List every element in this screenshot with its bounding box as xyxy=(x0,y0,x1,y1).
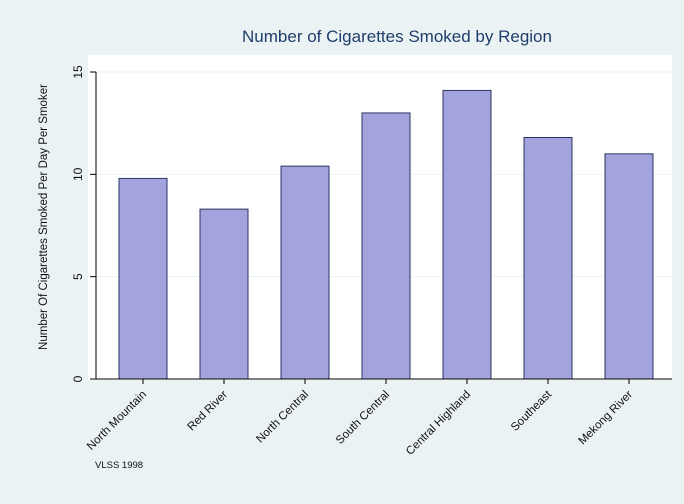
source-note: VLSS 1998 xyxy=(95,460,143,471)
bar xyxy=(604,153,654,380)
chart-title: Number of Cigarettes Smoked by Region xyxy=(242,27,552,46)
axes xyxy=(90,71,672,384)
y-tick-label: 15 xyxy=(71,65,85,79)
bar xyxy=(442,89,492,380)
y-tick-label: 5 xyxy=(71,273,85,280)
bar xyxy=(280,165,330,380)
bar xyxy=(361,112,411,380)
bar xyxy=(118,177,168,380)
bar xyxy=(523,136,573,380)
y-tick-label: 10 xyxy=(71,167,85,181)
y-axis-label: Number Of Cigarettes Smoked Per Day Per … xyxy=(38,84,50,350)
y-tick-label: 0 xyxy=(71,375,85,382)
bars xyxy=(118,89,654,380)
bar xyxy=(199,208,249,380)
